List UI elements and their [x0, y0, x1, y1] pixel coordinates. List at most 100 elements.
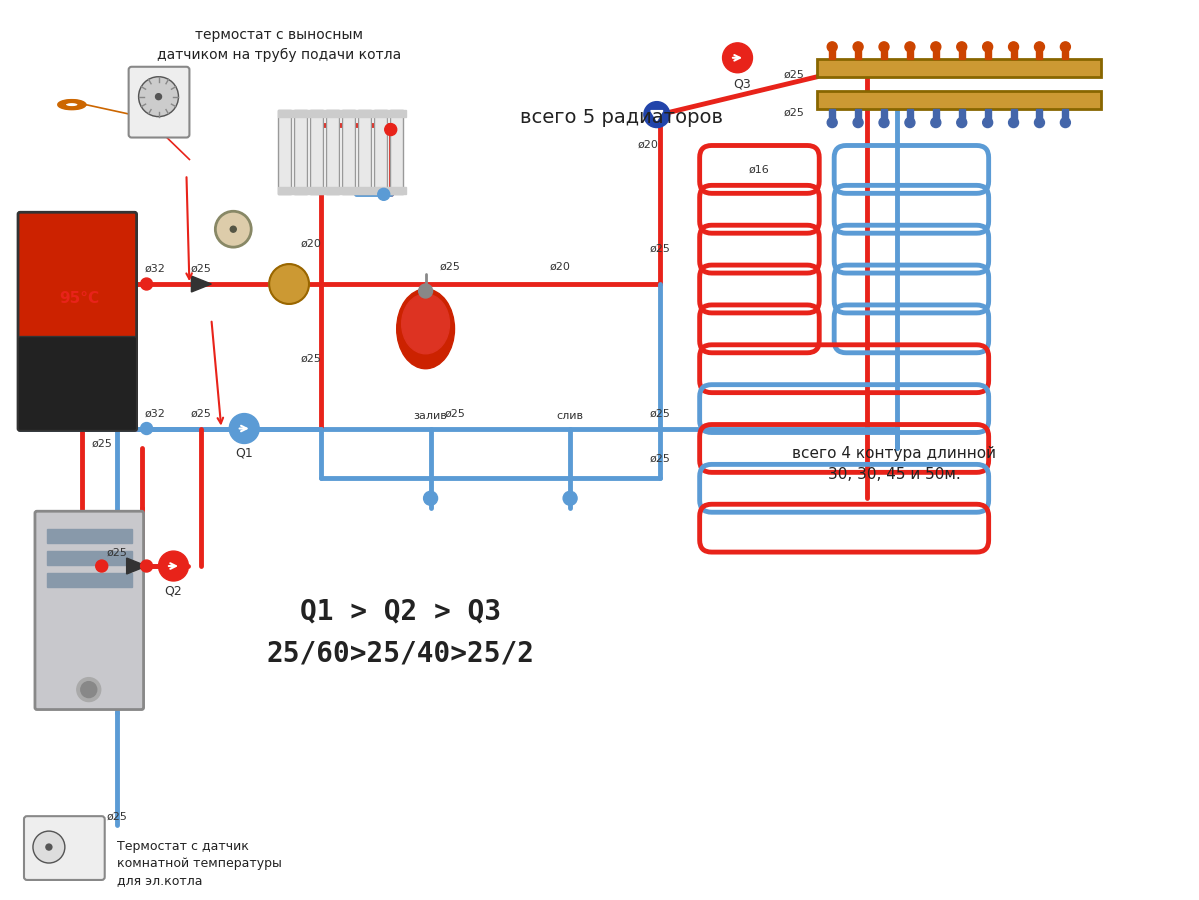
Circle shape: [879, 118, 888, 128]
Text: ø25: ø25: [107, 812, 127, 823]
Bar: [933, 47, 939, 58]
Bar: [1036, 47, 1042, 58]
Text: ø25: ø25: [107, 548, 127, 558]
Circle shape: [644, 102, 670, 128]
Circle shape: [140, 422, 152, 435]
Circle shape: [854, 118, 863, 128]
Text: термостат с выносным
датчиком на трубу подачи котла: термостат с выносным датчиком на трубу п…: [157, 28, 402, 61]
Bar: [933, 109, 939, 122]
Circle shape: [1060, 42, 1071, 52]
Polygon shape: [192, 276, 211, 292]
Bar: [1062, 109, 1068, 122]
Circle shape: [96, 560, 108, 572]
Circle shape: [723, 43, 753, 73]
Bar: [342, 110, 355, 194]
Text: ø20: ø20: [549, 262, 571, 272]
Circle shape: [230, 226, 236, 232]
Circle shape: [983, 42, 993, 52]
Circle shape: [418, 284, 433, 298]
Circle shape: [80, 681, 97, 698]
Text: ø32: ø32: [144, 409, 165, 419]
Circle shape: [385, 123, 397, 136]
Text: ø25: ø25: [650, 454, 670, 464]
Circle shape: [216, 212, 252, 248]
Bar: [959, 109, 965, 122]
Text: 95°С: 95°С: [60, 292, 100, 307]
Circle shape: [1035, 118, 1044, 128]
Bar: [357, 110, 370, 194]
Ellipse shape: [397, 289, 454, 369]
Circle shape: [46, 844, 52, 850]
Text: ø25: ø25: [191, 264, 212, 274]
Bar: [855, 109, 861, 122]
Circle shape: [930, 42, 941, 52]
Text: Q1 > Q2 > Q3
25/60>25/40>25/2: Q1 > Q2 > Q3 25/60>25/40>25/2: [266, 598, 535, 667]
Circle shape: [827, 118, 837, 128]
Text: ø20: ø20: [301, 239, 321, 249]
Bar: [830, 109, 836, 122]
Text: ø16: ø16: [749, 165, 770, 175]
Bar: [1011, 47, 1017, 58]
Circle shape: [930, 118, 941, 128]
Text: ø25: ø25: [301, 354, 321, 364]
Text: залив: залив: [414, 410, 447, 420]
Circle shape: [957, 42, 966, 52]
Circle shape: [77, 678, 101, 702]
Bar: [881, 109, 887, 122]
Circle shape: [827, 42, 837, 52]
Bar: [47, 529, 132, 543]
Bar: [906, 109, 912, 122]
Circle shape: [378, 188, 390, 201]
Text: всего 5 радиаторов: всего 5 радиаторов: [520, 108, 723, 127]
Bar: [390, 110, 403, 194]
Bar: [374, 110, 387, 194]
Circle shape: [957, 118, 966, 128]
Circle shape: [879, 42, 888, 52]
Text: ø25: ø25: [445, 409, 466, 419]
FancyBboxPatch shape: [18, 212, 137, 430]
Text: слив: слив: [556, 410, 584, 420]
Text: Термостат с датчик
комнатной температуры
для эл.котла: Термостат с датчик комнатной температуры…: [116, 840, 282, 887]
Circle shape: [854, 42, 863, 52]
Text: Q2: Q2: [164, 584, 182, 598]
Bar: [881, 47, 887, 58]
Bar: [1011, 109, 1017, 122]
Bar: [830, 47, 836, 58]
Bar: [294, 110, 307, 194]
FancyBboxPatch shape: [18, 337, 137, 430]
Text: всего 4 контура длинной
30, 30, 45 и 50м.: всего 4 контура длинной 30, 30, 45 и 50м…: [793, 446, 996, 482]
Circle shape: [564, 491, 577, 505]
Text: ø25: ø25: [650, 409, 670, 419]
Bar: [984, 47, 990, 58]
Text: ø20: ø20: [638, 140, 658, 149]
Bar: [1062, 47, 1068, 58]
Bar: [278, 110, 405, 117]
Circle shape: [905, 118, 915, 128]
Circle shape: [1035, 42, 1044, 52]
Circle shape: [905, 42, 915, 52]
Text: ø25: ø25: [650, 244, 670, 254]
Bar: [278, 187, 405, 194]
Circle shape: [139, 76, 179, 117]
Circle shape: [32, 831, 65, 863]
Bar: [47, 573, 132, 587]
Bar: [326, 110, 339, 194]
Circle shape: [140, 278, 152, 290]
Circle shape: [423, 491, 438, 505]
FancyBboxPatch shape: [128, 67, 189, 138]
Circle shape: [1008, 118, 1018, 128]
Circle shape: [1060, 118, 1071, 128]
Circle shape: [140, 560, 152, 572]
Text: ø25: ø25: [91, 438, 113, 448]
Bar: [1036, 109, 1042, 122]
Text: Q1: Q1: [235, 447, 253, 460]
Bar: [855, 47, 861, 58]
Text: ø32: ø32: [144, 264, 165, 274]
Bar: [311, 110, 323, 194]
Bar: [818, 91, 1101, 109]
Polygon shape: [651, 111, 663, 121]
Circle shape: [1008, 42, 1018, 52]
Polygon shape: [127, 558, 146, 574]
Text: ø25: ø25: [191, 409, 212, 419]
Text: ø25: ø25: [784, 108, 805, 118]
